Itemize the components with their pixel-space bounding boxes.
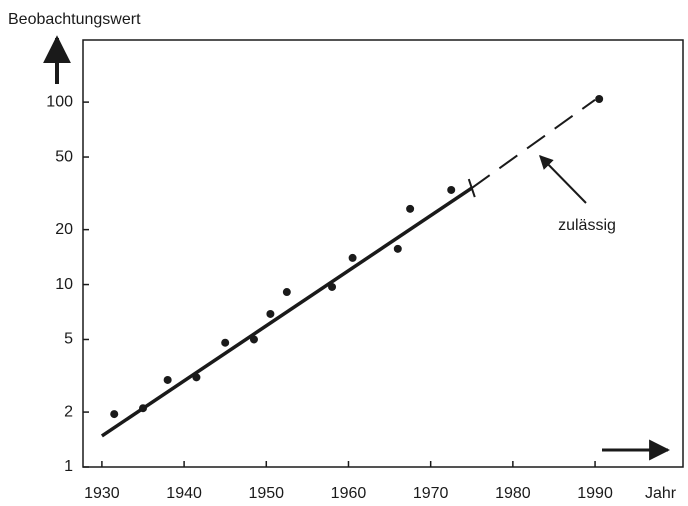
plot-frame [82,39,684,468]
y-tick-label: 2 [64,403,73,420]
data-point [192,373,201,382]
fit-end-tick [467,178,476,198]
y-tick-label: 20 [55,221,73,238]
x-tick-label: 1940 [166,485,202,502]
data-point [139,404,147,413]
x-tick-label: 1960 [331,485,367,502]
data-point [447,185,456,194]
fit-line [100,186,473,438]
data-point [348,253,357,262]
x-axis-label: Jahr [645,485,677,502]
extrapolation-line [471,98,596,189]
x-tick-label: 1980 [495,485,531,502]
data-point [595,95,604,104]
y-tick-label: 10 [55,276,73,293]
data-point [282,288,291,297]
data-point [249,335,258,344]
y-tick-label: 5 [64,331,73,348]
data-point [221,338,230,347]
y-axis-label: Beobachtungswert [8,11,141,28]
data-point [266,309,275,318]
x-tick-label: 1930 [84,485,120,502]
data-point [406,204,415,213]
y-tick-label: 1 [64,458,73,475]
data-point [163,375,172,384]
x-tick-label: 1970 [413,485,449,502]
x-tick-label: 1950 [248,485,284,502]
data-point [328,282,337,291]
annotation: zulässig [558,217,616,234]
x-tick-label: 1990 [577,485,613,502]
y-tick-label: 50 [55,148,73,165]
data-point [110,410,119,419]
data-point [393,244,402,253]
annotation-arrow [539,154,587,204]
y-tick-label: 100 [46,93,73,110]
